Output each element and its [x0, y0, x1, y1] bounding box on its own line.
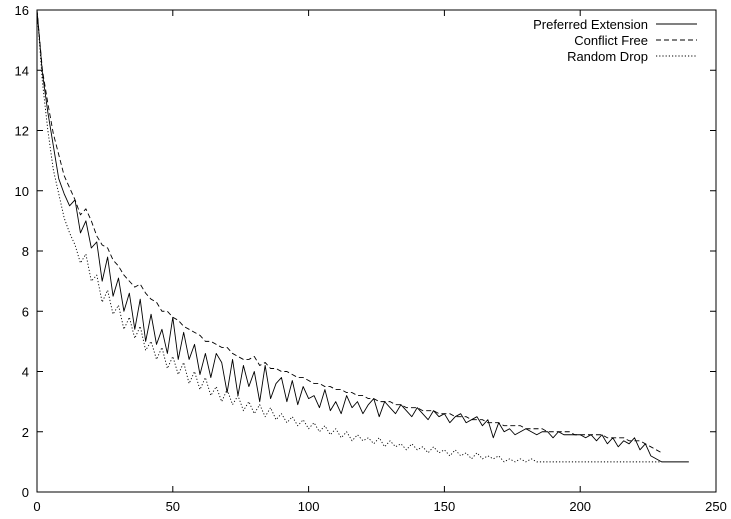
y-tick-label: 12 — [15, 124, 29, 139]
y-tick-label: 6 — [22, 304, 29, 319]
series-layer — [36, 9, 689, 463]
y-tick-label: 2 — [22, 425, 29, 440]
legend-label: Random Drop — [567, 49, 648, 64]
y-tick-label: 16 — [15, 3, 29, 18]
legend-label: Conflict Free — [574, 33, 648, 48]
x-tick-label: 0 — [33, 499, 40, 514]
y-tick-label: 10 — [15, 184, 29, 199]
x-tick-label: 250 — [705, 499, 727, 514]
axes-layer: 0 50 100 150 200 250 0 2 4 6 8 10 12 14 16 — [15, 3, 727, 514]
x-tick-label: 150 — [434, 499, 456, 514]
legend-label: Preferred Extension — [533, 17, 648, 32]
y-tick-label: 4 — [22, 365, 29, 380]
x-tick-label: 50 — [166, 499, 180, 514]
y-tick-label: 0 — [22, 485, 29, 500]
y-tick-label: 8 — [22, 244, 29, 259]
x-tick-label: 100 — [298, 499, 320, 514]
series-line-conflict-free — [36, 9, 662, 454]
y-tick-label: 14 — [15, 63, 29, 78]
x-tick-label: 200 — [569, 499, 591, 514]
